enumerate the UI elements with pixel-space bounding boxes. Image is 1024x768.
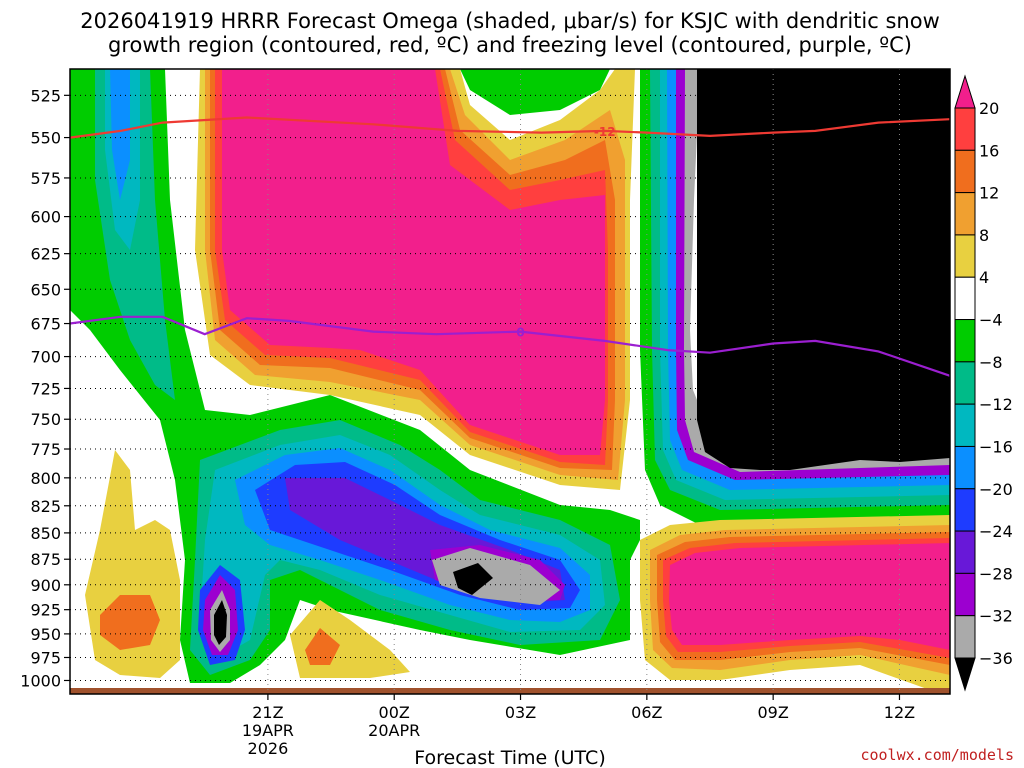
colorbar: 20 16 12 8 4 −4 −8 −12 −16 −20 −24 −28 −32 −36 xyxy=(954,74,1013,692)
colorbar-swatch-9 xyxy=(954,445,976,490)
colorbar-swatch-5 xyxy=(954,276,976,321)
omega-blob-black xyxy=(214,600,227,645)
y-tick-label-10: 775 xyxy=(30,440,61,459)
contour-line--12 xyxy=(69,116,951,139)
omega-shading xyxy=(70,69,950,694)
colorbar-label-10: −24 xyxy=(979,522,1013,541)
x-tick-label-1-1: 20APR xyxy=(368,721,420,740)
contour-lines: -12 0 xyxy=(69,116,951,377)
x-tick-label-3-0: 06Z xyxy=(631,703,662,722)
grid-lines xyxy=(70,69,950,694)
colorbar-label-12: −32 xyxy=(979,607,1013,626)
y-tick-label-15: 900 xyxy=(30,576,61,595)
y-tick-label-1: 550 xyxy=(30,129,61,148)
y-tick-label-4: 625 xyxy=(30,245,61,264)
x-tick-label-0-1: 19APR xyxy=(242,721,294,740)
colorbar-label-7: −12 xyxy=(979,395,1013,414)
omega-lower-black xyxy=(453,563,493,595)
colorbar-swatch-10 xyxy=(954,488,976,532)
x-tick-label-0-0: 21Z xyxy=(252,703,283,722)
y-tick-label-18: 975 xyxy=(30,648,61,667)
colorbar-top-arrow xyxy=(954,74,976,109)
omega-bottom-left-orange xyxy=(100,595,160,650)
colorbar-bottom-arrow xyxy=(954,657,976,692)
colorbar-swatch-4 xyxy=(954,234,976,278)
omega-green-region-top xyxy=(460,69,610,115)
colorbar-swatch-2 xyxy=(954,149,976,194)
colorbar-swatch-13 xyxy=(954,615,976,659)
y-tick-label-16: 925 xyxy=(30,601,61,620)
y-tick-label-7: 700 xyxy=(30,348,61,367)
colorbar-swatch-7 xyxy=(954,361,976,405)
ground-strip xyxy=(70,688,950,694)
y-tick-label-17: 950 xyxy=(30,625,61,644)
omega-blue-left-column xyxy=(110,69,130,200)
colorbar-label-0: 20 xyxy=(979,99,999,118)
x-tick-label-0-2: 2026 xyxy=(248,739,289,758)
colorbar-label-4: 4 xyxy=(979,268,989,287)
colorbar-label-1: 16 xyxy=(979,141,999,160)
contour-label-1: 0 xyxy=(516,326,524,340)
omega-right-black xyxy=(697,69,950,470)
x-tick-label-2-0: 03Z xyxy=(505,703,536,722)
y-tick-label-13: 850 xyxy=(30,524,61,543)
y-tick-label-11: 800 xyxy=(30,469,61,488)
y-tick-label-6: 675 xyxy=(30,315,61,334)
omega-right-low-magenta xyxy=(669,543,950,650)
colorbar-label-6: −8 xyxy=(979,353,1003,372)
chart-title-line2: growth region (contoured, red, ºC) and f… xyxy=(108,33,912,57)
y-tick-label-9: 750 xyxy=(30,410,61,429)
colorbar-swatch-12 xyxy=(954,572,976,617)
y-tick-label-8: 725 xyxy=(30,379,61,398)
colorbar-swatch-11 xyxy=(954,530,976,574)
x-axis-label: Forecast Time (UTC) xyxy=(414,747,605,768)
y-tick-label-3: 600 xyxy=(30,208,61,227)
colorbar-swatch-1 xyxy=(954,107,976,151)
colorbar-swatch-8 xyxy=(954,403,976,447)
contour-line-0 xyxy=(69,315,951,377)
x-tick-label-5-0: 12Z xyxy=(884,703,915,722)
plot-frame xyxy=(69,68,951,695)
x-tick-label-1-0: 00Z xyxy=(379,703,410,722)
y-tick-label-14: 875 xyxy=(30,550,61,569)
colorbar-label-3: 8 xyxy=(979,226,989,245)
colorbar-swatch-6 xyxy=(954,319,976,363)
y-tick-label-5: 650 xyxy=(30,280,61,299)
y-tick-label-2: 575 xyxy=(30,169,61,188)
colorbar-swatch-3 xyxy=(954,192,976,236)
colorbar-label-2: 12 xyxy=(979,184,999,203)
colorbar-label-5: −4 xyxy=(979,311,1003,330)
colorbar-label-13: −36 xyxy=(979,649,1013,668)
y-tick-label-0: 525 xyxy=(30,86,61,105)
y-tick-label-12: 825 xyxy=(30,497,61,516)
x-tick-label-4-0: 09Z xyxy=(757,703,788,722)
colorbar-label-11: −28 xyxy=(979,564,1013,583)
y-tick-label-19: 1000 xyxy=(20,671,61,690)
colorbar-label-8: −16 xyxy=(979,437,1013,456)
omega-center-magenta xyxy=(222,69,605,455)
omega-bottom-center-orange xyxy=(305,628,340,665)
y-axis-ticks: 525 550 575 600 625 650 675 700 725 750 775 800 825 8… xyxy=(20,86,70,690)
colorbar-label-9: −20 xyxy=(979,480,1013,499)
credit-text: coolwx.com/models xyxy=(860,746,1014,764)
chart-title-line1: 2026041919 HRRR Forecast Omega (shaded, … xyxy=(80,9,940,33)
contour-label-0: -12 xyxy=(594,125,616,139)
